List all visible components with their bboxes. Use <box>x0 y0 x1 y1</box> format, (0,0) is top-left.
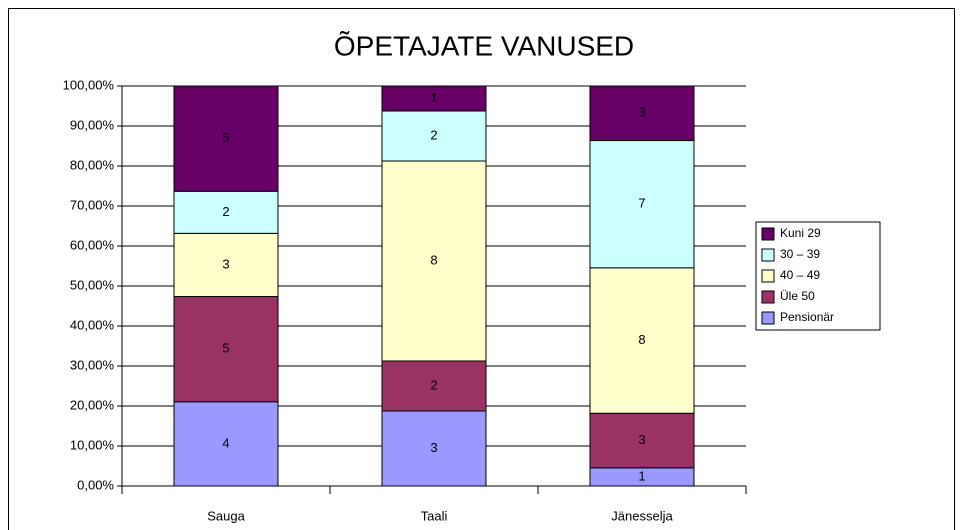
bar-segment <box>173 296 279 403</box>
bar-segment <box>173 401 279 487</box>
data-label: 5 <box>222 341 229 356</box>
legend-label: Üle 50 <box>780 289 815 303</box>
bar-segment <box>381 160 487 362</box>
legend-label: 40 – 49 <box>780 268 820 282</box>
y-tick-label: 10,00% <box>70 437 115 452</box>
legend-box <box>755 221 881 331</box>
data-label: 1 <box>638 468 645 483</box>
bar-segment <box>381 360 487 412</box>
chart-title: ÕPETAJATE VANUSED <box>334 30 634 61</box>
bar-segment <box>589 412 695 469</box>
legend-swatch <box>761 290 775 304</box>
y-tick-label: 100,00% <box>63 77 115 92</box>
y-tick-label: 80,00% <box>70 157 115 172</box>
bar-segment <box>173 85 279 192</box>
data-label: 7 <box>638 196 645 211</box>
bar-segment <box>589 85 695 142</box>
legend-label: Kuni 29 <box>780 226 821 240</box>
data-label: 8 <box>638 332 645 347</box>
y-tick-label: 40,00% <box>70 317 115 332</box>
x-tick-label: Jänesselja <box>611 508 673 523</box>
x-tick-label: Taali <box>421 508 448 523</box>
legend-label: Pensionär <box>780 310 834 324</box>
bar-segment <box>589 140 695 269</box>
bar-segment <box>173 232 279 298</box>
data-label: 2 <box>430 377 437 392</box>
data-label: 2 <box>430 127 437 142</box>
bar-segment <box>381 410 487 487</box>
data-label: 3 <box>222 256 229 271</box>
data-label: 5 <box>222 130 229 145</box>
data-label: 4 <box>222 435 229 450</box>
legend-swatch <box>761 311 775 325</box>
data-label: 3 <box>638 105 645 120</box>
y-tick-label: 70,00% <box>70 197 115 212</box>
data-label: 8 <box>430 252 437 267</box>
legend-swatch <box>761 248 775 262</box>
y-tick-label: 50,00% <box>70 277 115 292</box>
y-tick-label: 20,00% <box>70 397 115 412</box>
y-tick-label: 60,00% <box>70 237 115 252</box>
bar-segment <box>381 110 487 162</box>
data-label: 1 <box>430 90 437 105</box>
data-label: 2 <box>222 204 229 219</box>
data-label: 3 <box>430 440 437 455</box>
data-label: 3 <box>638 432 645 447</box>
legend-swatch <box>761 227 775 241</box>
legend-swatch <box>761 269 775 283</box>
y-tick-label: 0,00% <box>77 477 114 492</box>
y-tick-label: 30,00% <box>70 357 115 372</box>
chart-frame <box>8 8 955 530</box>
x-tick-label: Sauga <box>207 508 245 523</box>
legend-label: 30 – 39 <box>780 247 820 261</box>
y-tick-label: 90,00% <box>70 117 115 132</box>
bar-segment <box>381 85 487 112</box>
